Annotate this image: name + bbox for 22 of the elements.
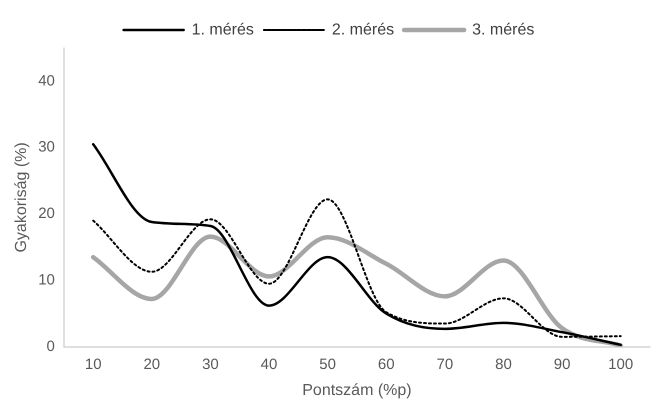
y-tick-label: 20 [38, 205, 55, 222]
line-series [92, 143, 622, 346]
x-tick-label: 40 [260, 356, 278, 373]
y-tick-label: 10 [38, 272, 55, 289]
x-tick-label: 70 [436, 356, 454, 373]
y-tick-label: 0 [46, 338, 55, 355]
x-tick-label: 60 [378, 356, 395, 373]
x-axis-title: Pontszám (%p) [302, 382, 412, 399]
x-tick-label: 90 [554, 356, 570, 373]
x-tick-label: 50 [319, 356, 336, 373]
legend-label: 1. mérés [192, 21, 254, 38]
y-tick-label: 40 [38, 72, 55, 90]
x-tick-label: 20 [143, 356, 160, 373]
x-tick-label: 30 [202, 356, 219, 373]
x-tick-label: 100 [608, 356, 634, 373]
line-series [90, 234, 623, 347]
x-tick-label: 10 [84, 356, 102, 373]
y-tick-label: 30 [38, 138, 55, 156]
y-axis-title: Gyakoriság (%) [13, 142, 30, 253]
x-tick-label: 80 [495, 356, 512, 373]
legend-label: 3. mérés [472, 21, 534, 38]
legend-label: 2. mérés [332, 21, 394, 38]
